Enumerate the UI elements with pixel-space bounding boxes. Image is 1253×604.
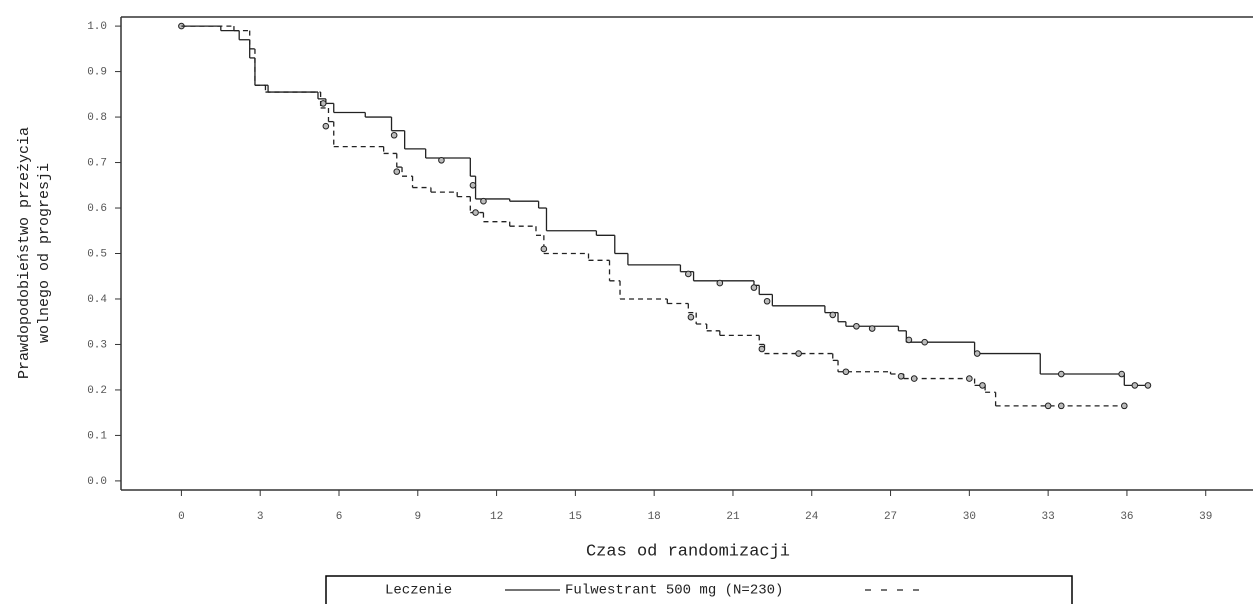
y-tick-label: 0.8: [87, 112, 107, 124]
x-tick-label: 21: [726, 511, 740, 523]
censor-mark: [897, 372, 905, 380]
censor-mark: [910, 375, 918, 382]
censor-mark: [319, 100, 327, 107]
censor-mark: [1118, 370, 1125, 378]
censor-mark: [966, 375, 973, 382]
censor-mark: [921, 338, 928, 346]
censor-mark: [1044, 402, 1052, 410]
y-tick-label: 0.5: [87, 248, 107, 260]
censor-mark: [979, 382, 986, 389]
x-axis-label: Czas od randomizacji: [586, 542, 790, 561]
censor-mark: [795, 350, 802, 357]
censor-mark: [763, 297, 771, 305]
censor-mark: [829, 311, 837, 319]
censor-mark: [1057, 402, 1065, 410]
censor-mark: [1121, 402, 1128, 410]
y-axis-label: Prawdopodobieństwo przeżycia: [16, 127, 33, 379]
censor-mark: [750, 284, 758, 291]
y-tick-label: 0.1: [87, 430, 107, 442]
y-tick-label: 1.0: [87, 21, 107, 33]
y-axis-label: wolnego od progresji: [36, 163, 53, 343]
x-tick-label: 39: [1199, 511, 1212, 523]
censor-mark: [758, 345, 766, 353]
y-tick-label: 0.9: [87, 66, 107, 78]
y-tick-label: 0.3: [87, 339, 107, 351]
legend-title: Leczenie: [385, 583, 452, 599]
x-tick-label: 24: [805, 511, 819, 523]
x-tick-label: 0: [178, 511, 185, 523]
censor-mark: [905, 336, 913, 344]
y-tick-label: 0.7: [87, 157, 107, 169]
x-tick-label: 15: [569, 511, 582, 523]
x-tick-label: 33: [1042, 511, 1055, 523]
censor-mark: [842, 368, 850, 376]
censor-mark: [472, 209, 479, 216]
censor-mark: [853, 322, 860, 330]
x-tick-label: 18: [648, 511, 661, 523]
legend-label: Fulwestrant 500 mg (N=230): [565, 583, 783, 599]
censor-mark: [868, 325, 876, 332]
x-tick-label: 27: [884, 511, 897, 523]
x-tick-label: 36: [1120, 511, 1133, 523]
censor-mark: [687, 313, 695, 321]
censor-mark: [393, 168, 401, 175]
x-tick-label: 9: [414, 511, 421, 523]
censor-mark: [390, 131, 398, 139]
x-tick-label: 12: [490, 511, 503, 523]
censor-mark: [322, 122, 330, 130]
censor-mark: [480, 197, 487, 205]
censor-mark: [540, 245, 548, 253]
x-tick-label: 3: [257, 511, 264, 523]
y-tick-label: 0.2: [87, 385, 107, 397]
y-tick-label: 0.4: [87, 294, 107, 306]
x-tick-label: 6: [336, 511, 343, 523]
censor-mark: [1144, 382, 1152, 389]
y-tick-label: 0.0: [87, 476, 107, 488]
censor-mark: [1057, 370, 1065, 378]
censor-mark: [716, 279, 724, 287]
censor-mark: [469, 181, 477, 189]
legend-box: [325, 575, 1073, 604]
y-tick-label: 0.6: [87, 203, 107, 215]
censor-mark: [685, 270, 692, 278]
censor-mark: [1131, 382, 1139, 389]
censor-mark: [438, 156, 445, 164]
x-tick-label: 30: [963, 511, 976, 523]
censor-mark: [973, 350, 981, 357]
